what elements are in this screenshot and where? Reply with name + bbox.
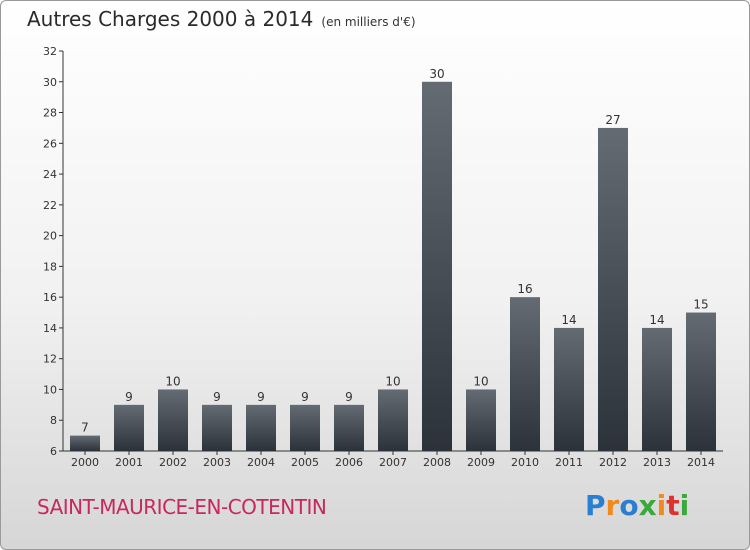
x-tick-label: 2005 [291, 456, 319, 469]
bar [202, 404, 232, 451]
y-tick-label: 28 [43, 107, 57, 120]
bar [466, 389, 496, 451]
x-tick-label: 2010 [511, 456, 539, 469]
city-name: SAINT-MAURICE-EN-COTENTIN [37, 495, 327, 519]
chart-title: Autres Charges 2000 à 2014 (en milliers d… [27, 7, 416, 31]
title-text: Autres Charges 2000 à 2014 [27, 7, 314, 31]
logo-letter: P [585, 489, 606, 522]
logo-letter: x [638, 489, 657, 522]
bar [246, 404, 276, 451]
data-label: 9 [125, 390, 133, 404]
proxiti-logo: Proxiti [585, 489, 689, 522]
x-tick-label: 2008 [423, 456, 451, 469]
logo-letter: t [666, 489, 680, 522]
x-tick-label: 2003 [203, 456, 231, 469]
data-label: 30 [429, 67, 444, 81]
y-tick-label: 14 [43, 322, 57, 335]
x-tick-label: 2009 [467, 456, 495, 469]
data-label: 14 [649, 313, 664, 327]
y-tick-label: 6 [50, 445, 57, 458]
data-label: 10 [385, 374, 400, 388]
y-tick-label: 22 [43, 199, 57, 212]
logo-letter: i [656, 489, 667, 522]
data-label: 9 [257, 390, 265, 404]
x-tick-label: 2011 [555, 456, 583, 469]
data-label: 9 [345, 390, 353, 404]
y-tick-label: 20 [43, 230, 57, 243]
y-tick-label: 18 [43, 260, 57, 273]
data-label: 14 [561, 313, 576, 327]
x-tick-label: 2013 [643, 456, 671, 469]
data-label: 9 [301, 390, 309, 404]
bar [686, 312, 716, 451]
y-tick-label: 30 [43, 76, 57, 89]
data-label: 15 [693, 298, 708, 312]
data-label: 10 [165, 374, 180, 388]
logo-letter: o [619, 489, 639, 522]
bar [642, 327, 672, 451]
logo-letter: r [605, 489, 620, 522]
y-tick-label: 12 [43, 353, 57, 366]
y-tick-label: 24 [43, 168, 57, 181]
y-tick-label: 10 [43, 383, 57, 396]
data-label: 16 [517, 282, 532, 296]
chart-subtitle: (en milliers d'€) [321, 15, 416, 29]
y-tick-label: 32 [43, 45, 57, 58]
x-tick-label: 2000 [71, 456, 99, 469]
bar [510, 297, 540, 451]
x-tick-label: 2002 [159, 456, 187, 469]
data-label: 9 [213, 390, 221, 404]
y-tick-label: 26 [43, 137, 57, 150]
bar [158, 389, 188, 451]
bar [422, 81, 452, 452]
bar [290, 404, 320, 451]
x-tick-label: 2012 [599, 456, 627, 469]
x-tick-label: 2001 [115, 456, 143, 469]
x-tick-label: 2014 [687, 456, 715, 469]
x-tick-label: 2007 [379, 456, 407, 469]
logo-letter: i [679, 489, 690, 522]
bar [334, 404, 364, 451]
bar [114, 404, 144, 451]
y-tick-label: 8 [50, 414, 57, 427]
data-label: 27 [605, 113, 620, 127]
x-tick-label: 2004 [247, 456, 275, 469]
data-label: 7 [81, 421, 89, 435]
bar [598, 127, 628, 451]
bar [554, 327, 584, 451]
y-tick-label: 16 [43, 291, 57, 304]
x-tick-label: 2006 [335, 456, 363, 469]
data-label: 10 [473, 374, 488, 388]
bar [378, 389, 408, 451]
bar [70, 435, 100, 451]
